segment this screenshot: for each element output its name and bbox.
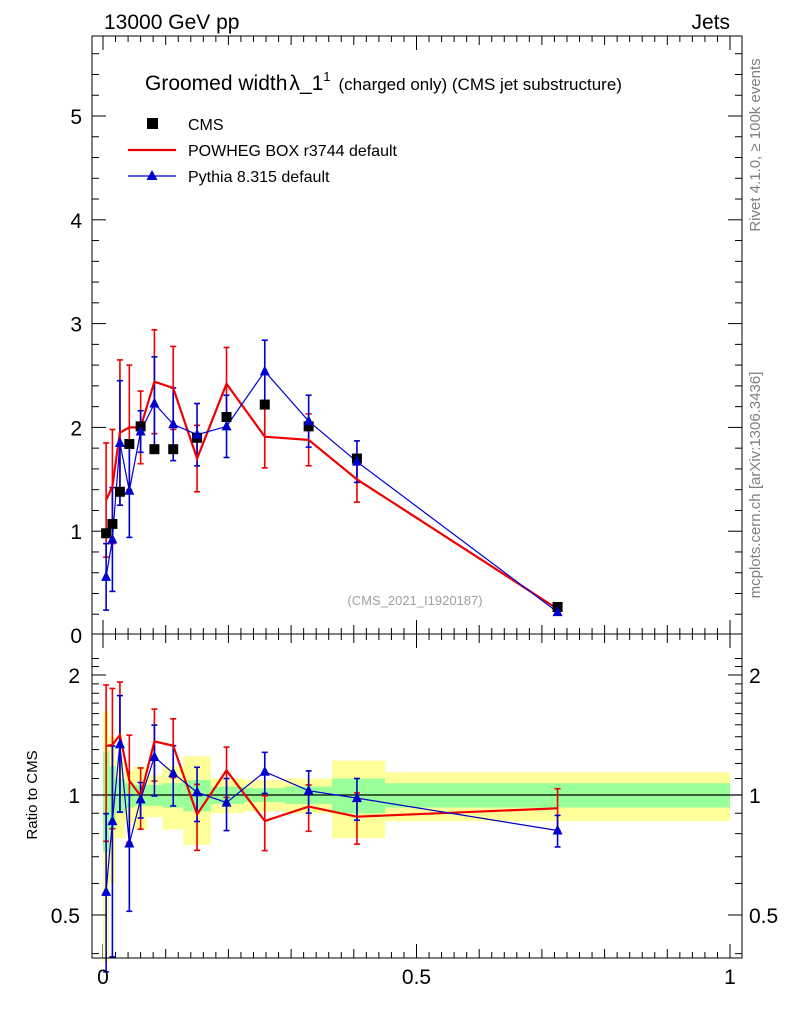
title-text: Groomed width <box>145 72 287 95</box>
ratio-tick-label: 1 <box>68 785 80 808</box>
pythia-ratio-point <box>552 824 563 835</box>
cms-data-point <box>168 444 179 455</box>
header-left: 13000 GeV pp <box>104 11 239 34</box>
ratio-panel <box>92 634 742 973</box>
axis-labels: 0 1 2 3 4 5 0 0.5 1 0.5 0.5 1 1 2 2 <box>51 106 778 989</box>
cms-data-point <box>107 518 118 529</box>
ratio-ylabel: Ratio to CMS <box>24 750 41 839</box>
legend-pythia-label: Pythia 8.315 default <box>188 169 330 186</box>
ratio-tick-label: 2 <box>749 665 761 688</box>
pythia-ratio-point <box>124 837 135 848</box>
powheg-ratio-line <box>105 732 558 823</box>
ratio-tick-label: 0.5 <box>749 905 778 928</box>
y-tick-label: 5 <box>70 106 82 129</box>
x-tick-label: 0.5 <box>402 966 431 989</box>
pythia-point <box>168 418 179 429</box>
analysis-watermark: (CMS_2021_I1920187) <box>347 593 482 608</box>
pythia-ratio-point <box>259 765 270 776</box>
pythia-ratio-point <box>303 784 314 795</box>
pythia-point <box>259 365 270 376</box>
cms-data-point <box>101 528 112 539</box>
pythia-point <box>114 436 125 447</box>
cms-data-point <box>221 412 232 423</box>
pythia-ratio-point <box>168 767 179 778</box>
pythia-point <box>101 570 112 581</box>
pythia-ratio-point <box>114 738 125 749</box>
pythia-point <box>552 606 563 617</box>
legend-cms-marker <box>147 118 158 129</box>
x-tick-label: 1 <box>724 966 736 989</box>
pythia-point <box>124 484 135 495</box>
cms-data-point <box>124 439 135 450</box>
powheg-line <box>105 380 559 610</box>
x-tick-label: 0 <box>97 966 109 989</box>
legend: CMS POWHEG BOX r3744 default Pythia 8.31… <box>128 117 398 186</box>
pythia-point <box>192 428 203 439</box>
chart-title: Groomed widthλ_11 (charged only) (CMS jet… <box>145 69 622 95</box>
pythia-point <box>107 533 118 544</box>
pythia-ratio-point <box>351 792 362 803</box>
pythia-ratio-point <box>101 885 112 896</box>
mcplots-label: mcplots.cern.ch [arXiv:1306.3436] <box>747 372 764 599</box>
main-panel <box>92 36 742 634</box>
pythia-point <box>351 455 362 466</box>
cms-data-point <box>303 421 314 432</box>
cms-data-point <box>259 399 270 410</box>
pythia-ratio-point <box>135 793 146 804</box>
y-tick-label: 2 <box>70 417 82 440</box>
y-tick-label: 1 <box>70 521 82 544</box>
y-tick-label: 3 <box>70 314 82 337</box>
pythia-point <box>135 425 146 436</box>
title-sup: 1 <box>323 69 330 84</box>
ratio-tick-label: 0.5 <box>51 905 80 928</box>
header-right: Jets <box>691 11 730 34</box>
legend-cms-label: CMS <box>188 117 224 134</box>
pythia-point <box>221 420 232 431</box>
pythia-point <box>303 415 314 426</box>
pythia-ratio-point <box>149 750 160 761</box>
legend-pythia-marker <box>146 170 158 180</box>
cms-data-point <box>149 444 160 455</box>
legend-powheg-label: POWHEG BOX r3744 default <box>188 143 398 160</box>
pythia-point <box>149 397 160 408</box>
ratio-tick-label: 2 <box>68 665 80 688</box>
pythia-ratio-point <box>192 786 203 797</box>
title-math: λ_1 <box>289 72 323 95</box>
pythia-ratio-point <box>221 796 232 807</box>
y-tick-label: 4 <box>70 210 82 233</box>
rivet-label: Rivet 4.1.0, ≥ 100k events <box>747 58 764 231</box>
ratio-tick-label: 1 <box>749 785 761 808</box>
title-suffix: (charged only) (CMS jet substructure) <box>339 75 622 94</box>
y-tick-label: 0 <box>70 625 82 648</box>
pythia-ratio-point <box>107 815 118 826</box>
ratio-frame <box>91 633 743 959</box>
cms-data-point <box>114 486 125 497</box>
